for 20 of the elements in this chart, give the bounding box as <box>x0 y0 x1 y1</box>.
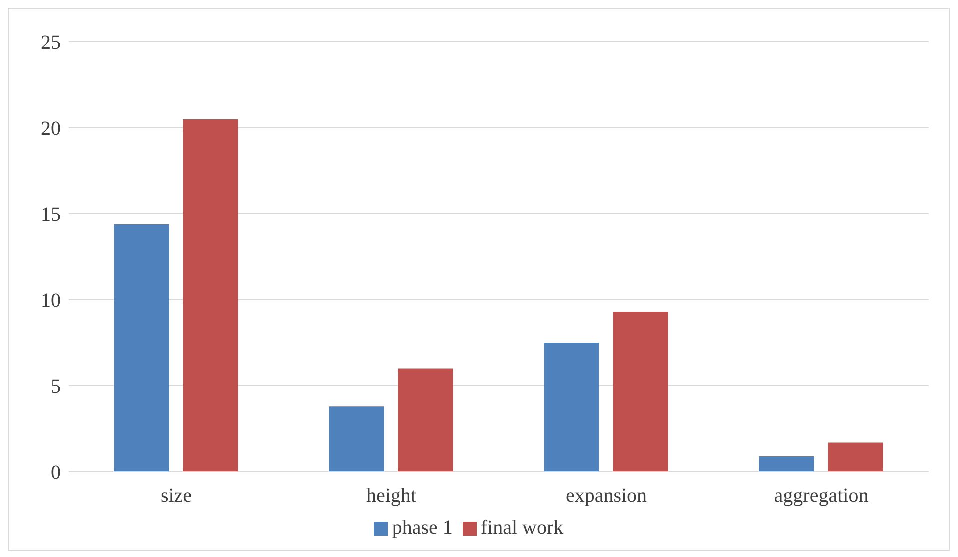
x-tick-label: expansion <box>566 485 648 508</box>
bar <box>828 442 884 472</box>
bar <box>759 456 814 472</box>
y-tick-label: 0 <box>51 462 61 484</box>
x-tick-label: height <box>366 485 417 508</box>
x-tick-label: aggregation <box>774 485 869 508</box>
y-tick-label: 5 <box>51 376 61 398</box>
bar <box>398 368 454 472</box>
bar <box>329 406 384 472</box>
bar <box>114 224 170 472</box>
y-tick-label: 10 <box>41 290 61 312</box>
legend-label: phase 1 <box>392 517 453 539</box>
bar <box>613 312 668 472</box>
y-tick-label: 20 <box>41 118 61 140</box>
bar <box>544 343 600 472</box>
y-tick-label: 25 <box>41 32 61 54</box>
y-tick-label: 15 <box>41 204 61 226</box>
legend-label: final work <box>480 517 564 539</box>
x-tick-label: size <box>160 485 192 508</box>
bar <box>183 119 238 472</box>
